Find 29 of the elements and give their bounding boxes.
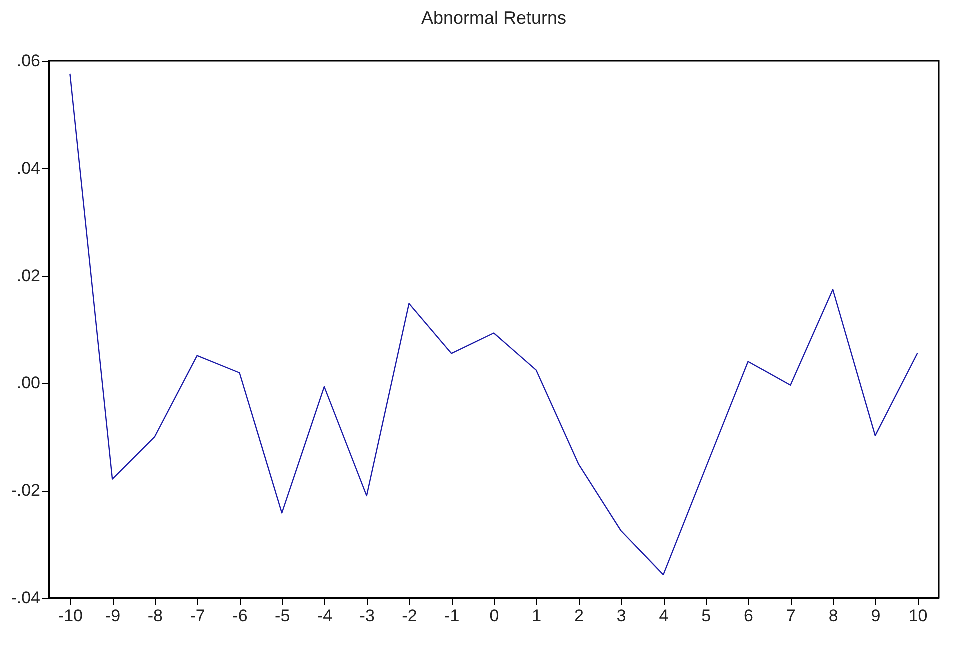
y-tick-label: .04 [16,158,40,178]
x-tick-label: -5 [275,606,290,626]
x-tick-label: 0 [490,606,500,626]
x-tick-label: 8 [828,606,838,626]
x-tick-label: 6 [744,606,754,626]
x-tick-label: 4 [659,606,669,626]
x-tick-label: -2 [402,606,418,626]
x-tick-label: 2 [574,606,584,626]
x-tick-label: -7 [190,606,206,626]
chart-title: Abnormal Returns [421,8,567,28]
x-tick-label: -6 [232,606,248,626]
x-tick-label: 7 [786,606,796,626]
y-tick-label: -.02 [11,481,40,500]
x-tick-label: -1 [444,606,460,626]
y-tick-label: .02 [16,266,40,286]
x-tick-label: 9 [871,606,881,626]
x-tick-label: 10 [908,606,928,626]
x-tick-label: 3 [616,606,626,626]
x-tick-label: -8 [148,606,164,626]
x-tick-label: -3 [360,606,375,626]
x-tick-label: -9 [106,606,121,626]
x-tick-label: 1 [532,606,542,626]
y-tick-label: -.04 [11,588,40,608]
y-tick-label: .00 [16,374,40,393]
line-series [70,73,918,576]
x-tick-label: 5 [702,606,712,626]
y-tick-label: .06 [16,52,40,70]
x-tick-label: -10 [58,606,83,626]
x-tick-label: -4 [317,606,333,626]
